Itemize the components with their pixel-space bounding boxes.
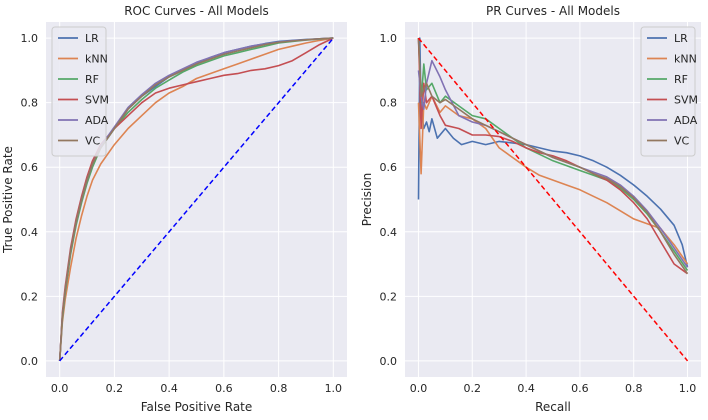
- pr-series-vc-line: [417, 38, 689, 275]
- pr-x-tick-label: 0.2: [464, 382, 482, 395]
- roc-x-tick-label: 0.6: [215, 382, 233, 395]
- pr-x-tick-label: 1.0: [679, 382, 697, 395]
- roc-x-tick-label: 0.2: [106, 382, 124, 395]
- roc-x-tick-label: 1.0: [325, 382, 343, 395]
- pr-legend-label-lr: LR: [674, 32, 688, 45]
- roc-legend-label-ada: ADA: [85, 114, 109, 127]
- pr-legend-label-svm: SVM: [674, 94, 698, 107]
- pr-y-axis-label: Precision: [360, 173, 374, 227]
- roc-chart-title: ROC Curves - All Models: [124, 4, 269, 18]
- roc-legend-label-knn: kNN: [85, 53, 108, 66]
- pr-x-tick-label: 0.4: [517, 382, 535, 395]
- roc-reference-line: [59, 37, 334, 362]
- roc-y-tick-label: 0.4: [21, 226, 39, 239]
- pr-y-tick-label: 0.4: [380, 226, 398, 239]
- pr-series-lr-line: [417, 37, 689, 268]
- roc-legend-label-vc: VC: [85, 135, 101, 148]
- pr-chart-title: PR Curves - All Models: [486, 4, 620, 18]
- roc-legend: LR kNN RF SVM ADA VC: [51, 26, 109, 157]
- roc-legend-label-rf: RF: [85, 73, 99, 86]
- roc-legend-label-svm: SVM: [85, 94, 109, 107]
- roc-y-tick-label: 0.0: [21, 355, 39, 368]
- pr-legend-label-knn: kNN: [674, 53, 697, 66]
- roc-x-tick-label: 0.4: [160, 382, 178, 395]
- pr-y-tick-label: 0.8: [380, 97, 398, 110]
- roc-y-tick-label: 0.8: [21, 97, 39, 110]
- roc-x-tick-label: 0.8: [270, 382, 288, 395]
- pr-x-tick-label: 0.6: [571, 382, 589, 395]
- pr-legend-label-vc: VC: [674, 135, 690, 148]
- pr-legend-label-rf: RF: [674, 73, 688, 86]
- roc-series-vc-line: [58, 37, 334, 361]
- roc-x-axis-label: False Positive Rate: [141, 400, 253, 414]
- pr-x-axis-label: Recall: [535, 400, 571, 414]
- pr-legend: LR kNN RF SVM ADA VC: [640, 26, 698, 157]
- pr-y-tick-label: 0.0: [380, 355, 398, 368]
- roc-y-axis-label: True Positive Rate: [1, 146, 15, 254]
- roc-y-tick-label: 1.0: [21, 32, 39, 45]
- roc-y-tick-label: 0.2: [21, 290, 39, 303]
- roc-y-tick-label: 0.6: [21, 161, 39, 174]
- roc-x-tick-label: 0.0: [51, 382, 69, 395]
- pr-y-tick-label: 1.0: [380, 32, 398, 45]
- roc-series-knn-line: [58, 37, 334, 361]
- pr-y-tick-label: 0.2: [380, 290, 398, 303]
- pr-x-tick-label: 0.0: [410, 382, 428, 395]
- roc-chart-panel: 0.0 0.2 0.4 0.6 0.8 1.0 0.0 0.2 0.4 0.6 0.8 1.0 ROC …: [1, 4, 347, 414]
- roc-legend-label-lr: LR: [85, 32, 99, 45]
- pr-chart-panel: 0.0 0.2 0.4 0.6 0.8 1.0 0.0 0.2 0.4 0.6 0.8 1.0 PR C…: [360, 4, 701, 414]
- pr-x-tick-label: 0.8: [625, 382, 643, 395]
- pr-y-tick-label: 0.6: [380, 161, 398, 174]
- pr-legend-label-ada: ADA: [674, 114, 698, 127]
- pr-reference-line: [417, 37, 689, 362]
